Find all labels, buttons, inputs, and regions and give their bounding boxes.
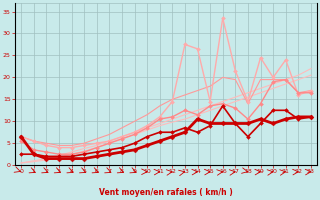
X-axis label: Vent moyen/en rafales ( km/h ): Vent moyen/en rafales ( km/h )	[99, 188, 233, 197]
